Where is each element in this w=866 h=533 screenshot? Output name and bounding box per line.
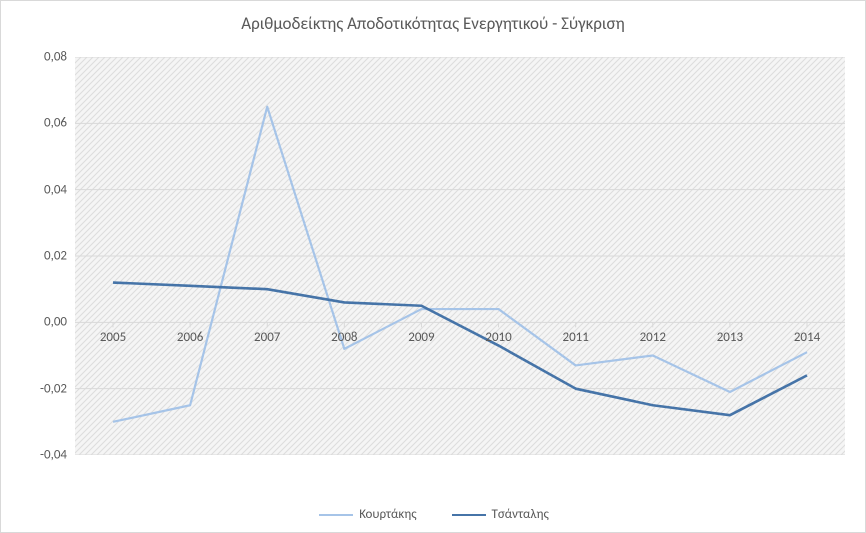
x-tick-label: 2005 <box>100 330 126 345</box>
y-tick-label: -0,02 <box>21 381 67 396</box>
y-tick-label: 0,00 <box>21 315 67 330</box>
legend-swatch-1 <box>452 514 486 516</box>
legend-item-0: Κουρτάκης <box>319 507 416 522</box>
x-tick-label: 2012 <box>640 330 666 345</box>
x-tick-label: 2011 <box>562 330 588 345</box>
legend-swatch-0 <box>319 514 353 516</box>
y-tick-label: -0,04 <box>21 448 67 463</box>
legend-label-0: Κουρτάκης <box>359 507 416 522</box>
x-tick-label: 2014 <box>794 330 820 345</box>
plot-area: -0,04-0,020,000,020,040,060,08 200520062… <box>75 57 845 455</box>
y-tick-label: 0,06 <box>21 116 67 131</box>
x-tick-label: 2008 <box>331 330 357 345</box>
x-tick-label: 2007 <box>254 330 280 345</box>
x-tick-label: 2006 <box>177 330 203 345</box>
plot-svg <box>75 57 845 455</box>
x-tick-label: 2013 <box>717 330 743 345</box>
y-tick-label: 0,04 <box>21 182 67 197</box>
chart-title: Αριθμοδείκτης Αποδοτικότητας Ενεργητικού… <box>1 1 865 42</box>
y-tick-label: 0,08 <box>21 50 67 65</box>
legend-label-1: Τσάνταλης <box>492 507 549 522</box>
legend-item-1: Τσάνταλης <box>452 507 549 522</box>
x-tick-label: 2010 <box>485 330 511 345</box>
y-tick-label: 0,02 <box>21 249 67 264</box>
legend: Κουρτάκης Τσάνταλης <box>1 505 866 523</box>
chart-container: Αριθμοδείκτης Αποδοτικότητας Ενεργητικού… <box>0 0 866 533</box>
x-tick-label: 2009 <box>408 330 434 345</box>
